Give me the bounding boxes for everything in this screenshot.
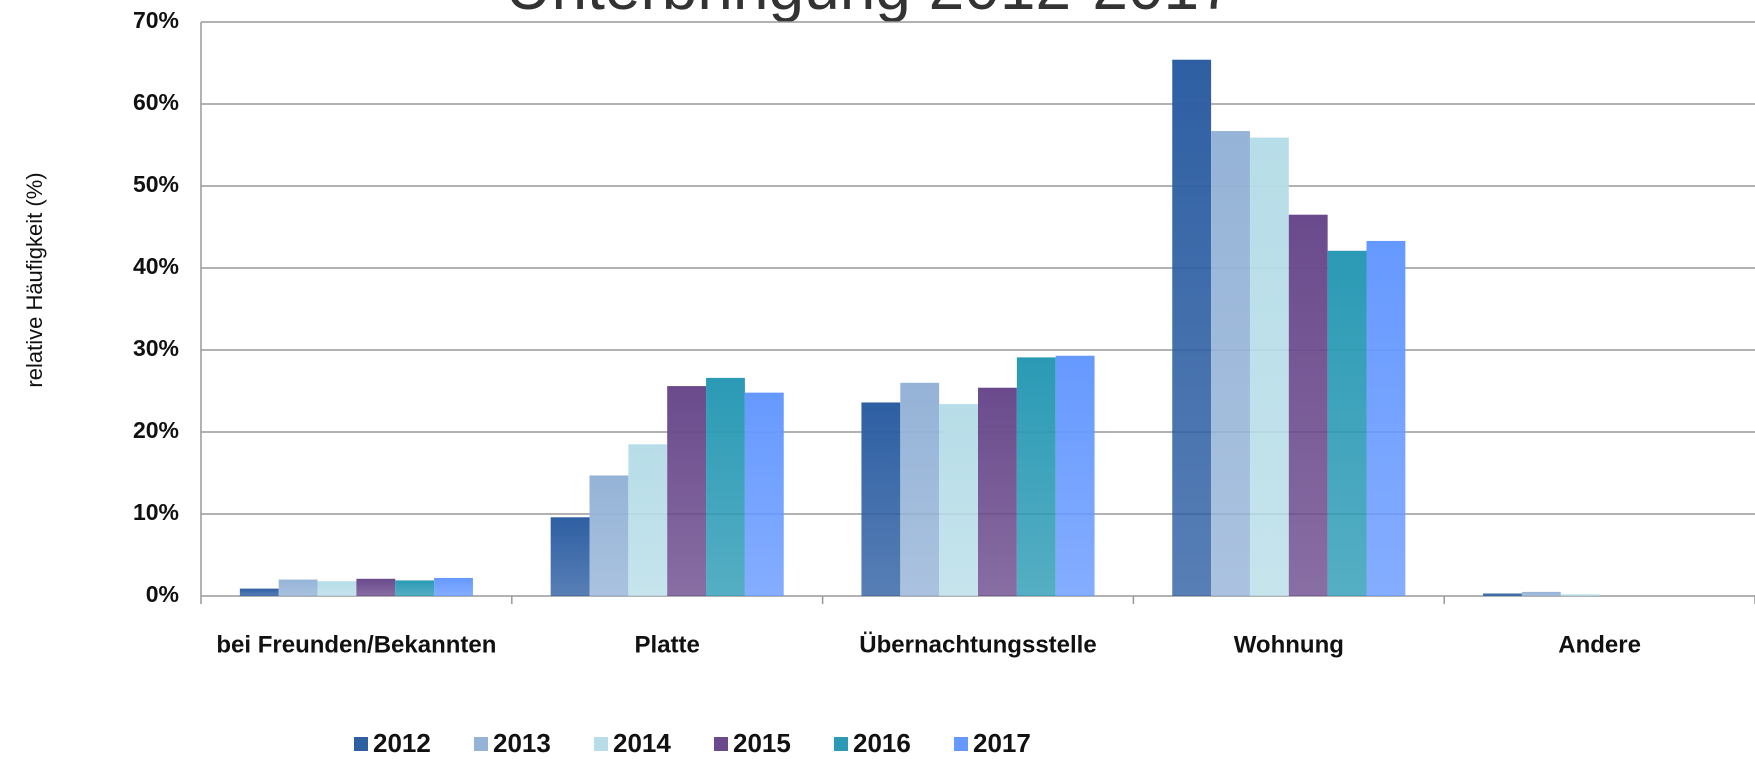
bar (628, 444, 668, 596)
bar (395, 580, 435, 596)
bar (744, 392, 784, 596)
x-tick-label: Andere (1558, 631, 1641, 658)
bar (1560, 594, 1600, 596)
y-tick-label: 10% (133, 499, 179, 525)
legend-label: 2014 (613, 728, 671, 758)
bar (434, 577, 473, 596)
bar (550, 517, 590, 596)
bar (1483, 593, 1522, 596)
y-tick-label: 60% (133, 89, 179, 115)
legend-label: 2016 (853, 728, 911, 758)
legend-swatch (474, 737, 488, 751)
legend-swatch (834, 737, 848, 751)
legend-swatch (354, 737, 368, 751)
bar (278, 579, 318, 596)
bar (706, 377, 745, 596)
bar (900, 382, 940, 596)
bar (239, 588, 279, 596)
bar (1366, 240, 1406, 596)
y-tick-label: 0% (146, 581, 179, 607)
y-tick-label: 20% (133, 417, 179, 443)
x-tick-label: Platte (635, 631, 700, 658)
y-tick-label: 30% (133, 335, 179, 361)
y-tick-label: 70% (133, 7, 179, 33)
legend-label: 2015 (733, 728, 791, 758)
y-tick-label: 40% (133, 253, 179, 279)
legend-label: 2013 (493, 728, 551, 758)
bar (1327, 250, 1367, 596)
bar (978, 387, 1017, 596)
x-tick-label: Übernachtungsstelle (859, 631, 1096, 658)
bar (1249, 137, 1289, 596)
legend-label: 2017 (973, 728, 1031, 758)
bar (1055, 355, 1095, 596)
legend-label: 2012 (373, 728, 431, 758)
legend-swatch (714, 737, 728, 751)
legend-swatch (594, 737, 608, 751)
bar (667, 386, 707, 596)
y-tick-label: 50% (133, 171, 179, 197)
y-axis-title: relative Häufigkeit (%) (22, 172, 47, 387)
bar (1211, 131, 1250, 596)
x-tick-label: bei Freunden/Bekannten (216, 631, 496, 658)
chart-title: Unterbringung 2012-2017 (505, 0, 1234, 23)
bar (1016, 357, 1056, 596)
bar (356, 578, 396, 596)
bar (861, 402, 901, 596)
bar (589, 475, 629, 596)
bar (1521, 591, 1561, 596)
bar (1288, 214, 1328, 596)
bar (317, 581, 357, 596)
bar (1172, 59, 1212, 597)
legend-swatch (954, 737, 968, 751)
bar (939, 404, 978, 596)
x-tick-label: Wohnung (1234, 631, 1344, 658)
